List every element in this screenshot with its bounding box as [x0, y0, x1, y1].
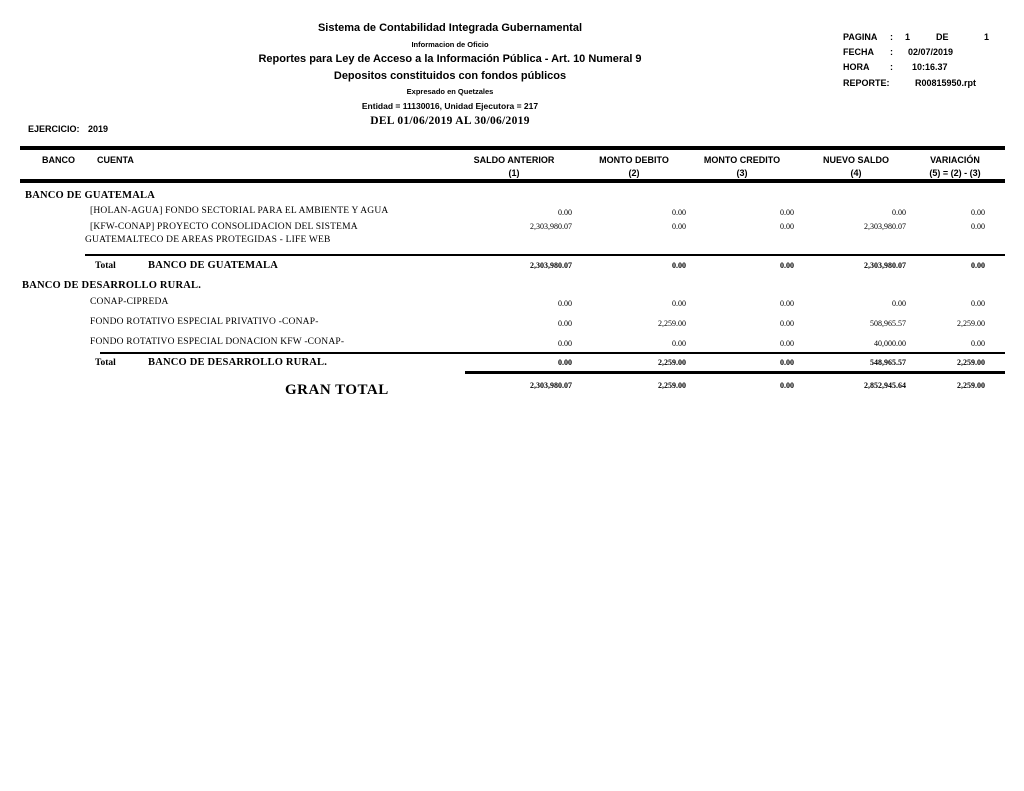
report-subtitle-depositos: Depositos constituidos con fondos públic… — [333, 70, 567, 82]
ejercicio-label: EJERCICIO: — [28, 124, 80, 134]
nuevo-saldo-value: 508,965.57 — [870, 319, 906, 328]
monto-credito-value: 0.00 — [780, 222, 794, 231]
grand-total-nuevo-saldo: 2,852,945.64 — [864, 381, 906, 390]
column-header-banco: BANCO — [42, 155, 75, 165]
total-monto-debito: 0.00 — [672, 261, 686, 270]
pagina-separator: : — [890, 32, 893, 42]
total-label: Total — [95, 358, 116, 368]
table-header-bottom-rule — [20, 179, 1005, 183]
total-monto-credito: 0.00 — [780, 358, 794, 367]
hora-separator: : — [890, 62, 893, 72]
report-title: Sistema de Contabilidad Integrada Gubern… — [317, 22, 583, 34]
column-subheader-3: (3) — [736, 168, 748, 178]
report-subtitle-ley: Reportes para Ley de Acceso a la Informa… — [258, 53, 642, 65]
grand-total-rule — [465, 371, 1005, 374]
bank-section-title: BANCO DE GUATEMALA — [25, 190, 155, 201]
cuenta-description: FONDO ROTATIVO ESPECIAL PRIVATIVO -CONAP… — [90, 317, 319, 327]
nuevo-saldo-value: 2,303,980.07 — [864, 222, 906, 231]
column-header-monto-debito: MONTO DEBITO — [599, 155, 669, 165]
variacion-value: 0.00 — [971, 299, 985, 308]
cuenta-description-line2: GUATEMALTECO DE AREAS PROTEGIDAS - LIFE … — [85, 235, 331, 245]
variacion-value: 0.00 — [971, 208, 985, 217]
fecha-separator: : — [890, 47, 893, 57]
pagina-value: 1 — [905, 32, 911, 42]
monto-debito-value: 0.00 — [672, 339, 686, 348]
grand-total-variacion: 2,259.00 — [957, 381, 985, 390]
bank-section-title: BANCO DE DESARROLLO RURAL. — [22, 280, 202, 291]
cuenta-description: FONDO ROTATIVO ESPECIAL DONACION KFW -CO… — [90, 337, 345, 347]
hora-label: HORA — [843, 62, 870, 72]
total-bank-name: BANCO DE DESARROLLO RURAL. — [148, 357, 328, 368]
grand-total-monto-debito: 2,259.00 — [658, 381, 686, 390]
fecha-value: 02/07/2019 — [908, 47, 954, 57]
pagina-label: PAGINA — [843, 32, 878, 42]
ejercicio-value: 2019 — [88, 124, 109, 134]
pagina-de-value: 1 — [984, 32, 990, 42]
saldo-anterior-value: 0.00 — [558, 208, 572, 217]
variacion-value: 0.00 — [971, 339, 985, 348]
monto-debito-value: 0.00 — [672, 222, 686, 231]
hora-value: 10:16.37 — [912, 62, 948, 72]
nuevo-saldo-value: 0.00 — [892, 208, 906, 217]
column-header-monto-credito: MONTO CREDITO — [703, 155, 781, 165]
report-entity-line: Entidad = 11130016, Unidad Ejecutora = 2… — [361, 101, 539, 111]
total-monto-credito: 0.00 — [780, 261, 794, 270]
column-subheader-5: (5) = (2) - (3) — [929, 168, 981, 178]
total-saldo-anterior: 2,303,980.07 — [530, 261, 572, 270]
monto-credito-value: 0.00 — [780, 208, 794, 217]
saldo-anterior-value: 0.00 — [558, 299, 572, 308]
column-header-variacion: VARIACIÓN — [930, 155, 980, 165]
column-subheader-2: (2) — [628, 168, 640, 178]
monto-credito-value: 0.00 — [780, 339, 794, 348]
monto-debito-value: 2,259.00 — [658, 319, 686, 328]
total-nuevo-saldo: 548,965.57 — [870, 358, 906, 367]
total-variacion: 0.00 — [971, 261, 985, 270]
saldo-anterior-value: 0.00 — [558, 319, 572, 328]
report-subtitle-oficio: Informacion de Oficio — [411, 40, 489, 49]
total-bank-name: BANCO DE GUATEMALA — [148, 260, 278, 271]
total-variacion: 2,259.00 — [957, 358, 985, 367]
fecha-label: FECHA — [843, 47, 874, 57]
total-monto-debito: 2,259.00 — [658, 358, 686, 367]
section-total-rule — [100, 352, 1005, 354]
cuenta-description: [HOLAN-AGUA] FONDO SECTORIAL PARA EL AMB… — [90, 206, 389, 216]
total-label: Total — [95, 261, 116, 271]
column-header-cuenta: CUENTA — [97, 155, 134, 165]
section-total-rule — [85, 254, 1005, 256]
nuevo-saldo-value: 40,000.00 — [874, 339, 906, 348]
grand-total-label: GRAN TOTAL — [285, 382, 389, 398]
column-subheader-1: (1) — [508, 168, 520, 178]
reporte-label: REPORTE: — [843, 78, 890, 88]
reporte-value: R00815950.rpt — [915, 78, 977, 88]
report-period: DEL 01/06/2019 AL 30/06/2019 — [370, 115, 530, 127]
cuenta-description: CONAP-CIPREDA — [90, 297, 169, 307]
variacion-value: 0.00 — [971, 222, 985, 231]
column-subheader-4: (4) — [850, 168, 862, 178]
pagina-de-label: DE — [936, 32, 949, 42]
monto-credito-value: 0.00 — [780, 319, 794, 328]
cuenta-description: [KFW-CONAP] PROYECTO CONSOLIDACION DEL S… — [90, 222, 358, 232]
variacion-value: 2,259.00 — [957, 319, 985, 328]
grand-total-monto-credito: 0.00 — [780, 381, 794, 390]
total-saldo-anterior: 0.00 — [558, 358, 572, 367]
monto-debito-value: 0.00 — [672, 299, 686, 308]
column-header-nuevo-saldo: NUEVO SALDO — [822, 155, 889, 165]
saldo-anterior-value: 2,303,980.07 — [530, 222, 572, 231]
monto-credito-value: 0.00 — [780, 299, 794, 308]
table-top-rule — [20, 146, 1005, 150]
nuevo-saldo-value: 0.00 — [892, 299, 906, 308]
total-nuevo-saldo: 2,303,980.07 — [864, 261, 906, 270]
report-currency-note: Expresado en Quetzales — [406, 87, 494, 96]
column-header-saldo-anterior: SALDO ANTERIOR — [473, 155, 555, 165]
grand-total-saldo-anterior: 2,303,980.07 — [530, 381, 572, 390]
saldo-anterior-value: 0.00 — [558, 339, 572, 348]
monto-debito-value: 0.00 — [672, 208, 686, 217]
